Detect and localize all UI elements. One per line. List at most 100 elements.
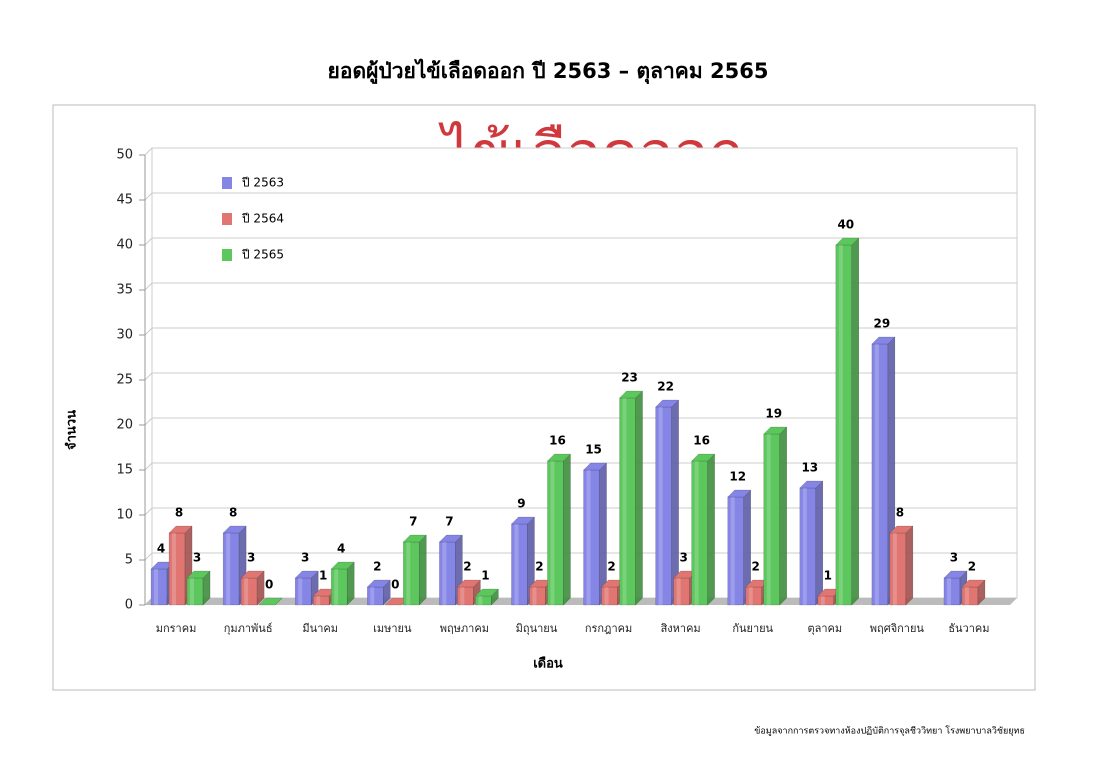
bar xyxy=(618,390,644,606)
y-tick-label: 10 xyxy=(116,508,133,523)
bar-shade xyxy=(671,400,679,605)
value-label: 2 xyxy=(968,560,976,574)
bar-shade xyxy=(743,490,751,605)
bar-top xyxy=(763,426,788,435)
bar-front xyxy=(150,568,168,606)
y-tick-label: 5 xyxy=(125,553,133,568)
bar-front xyxy=(511,523,528,606)
value-label: 4 xyxy=(157,542,165,556)
bar-front xyxy=(330,568,348,606)
bar-front xyxy=(961,586,979,606)
y-tick-label: 15 xyxy=(116,463,133,478)
bar-side xyxy=(707,453,715,606)
bar xyxy=(835,237,860,606)
bar xyxy=(366,579,391,606)
bar-front xyxy=(889,532,907,606)
bar-shade xyxy=(977,580,985,605)
x-tick-label: เมษายน xyxy=(373,622,412,635)
value-label: 13 xyxy=(801,461,818,475)
bar-highlight xyxy=(406,542,411,605)
x-tick-label: สิงหาคม xyxy=(660,622,700,635)
value-label: 23 xyxy=(621,371,638,385)
value-label: 8 xyxy=(229,506,237,520)
bar-front xyxy=(475,595,492,606)
y-tick-label: 30 xyxy=(116,328,133,343)
grid-line xyxy=(144,462,1017,471)
y-tick-label: 40 xyxy=(116,238,133,253)
bar-top xyxy=(961,579,986,588)
bar xyxy=(258,597,283,606)
bar-highlight xyxy=(244,578,249,605)
bar-top xyxy=(799,480,824,489)
bar-highlight xyxy=(532,587,537,605)
value-label: 8 xyxy=(896,506,904,520)
legend-label: ปี 2565 xyxy=(241,248,284,262)
y-axis-title: จำนวน xyxy=(64,410,80,450)
bar xyxy=(474,588,499,606)
bar-highlight xyxy=(172,533,177,605)
y-tick-label: 20 xyxy=(116,418,133,433)
x-tick-label: ตุลาคม xyxy=(807,622,842,635)
bar-shade xyxy=(527,517,535,605)
bar-highlight xyxy=(766,434,771,605)
bar-highlight xyxy=(298,578,303,605)
bar-front xyxy=(583,469,600,606)
bar-top xyxy=(438,534,463,543)
grid-line xyxy=(144,192,1017,201)
bar-highlight xyxy=(370,587,375,605)
bar-highlight xyxy=(154,569,159,605)
bar-top xyxy=(474,588,499,597)
grid-line xyxy=(144,327,1017,336)
bar-front xyxy=(294,577,312,606)
bar-highlight xyxy=(838,245,843,605)
bar-front xyxy=(655,406,672,606)
bar-front xyxy=(601,586,618,606)
bar-front xyxy=(439,541,456,606)
chart-title: ยอดผู้ป่วยไข้เลือดออก ปี 2563 – ตุลาคม 2… xyxy=(328,58,769,85)
y-tick-label: 0 xyxy=(125,598,133,613)
grid-line xyxy=(144,372,1017,381)
bar xyxy=(402,534,427,606)
chart-frame xyxy=(52,104,1036,691)
x-tick-label: กุมภาพันธ์ xyxy=(224,622,273,635)
bar-highlight xyxy=(604,587,609,605)
y-tick-label: 45 xyxy=(116,193,133,208)
bar-highlight xyxy=(226,533,231,605)
grid-line xyxy=(144,282,1017,291)
legend-label: ปี 2563 xyxy=(241,176,284,190)
bar-front xyxy=(727,496,744,606)
bar-top xyxy=(330,561,355,570)
bar-highlight xyxy=(460,587,465,605)
value-label: 0 xyxy=(265,578,273,592)
bar-front xyxy=(817,595,835,606)
bar-shade xyxy=(599,463,607,605)
bar-top xyxy=(258,597,283,606)
floor xyxy=(145,598,1017,605)
bar-front xyxy=(186,577,204,606)
bar-highlight xyxy=(946,578,951,605)
bar-front xyxy=(619,397,636,606)
bar-top xyxy=(871,336,896,345)
bar-top xyxy=(889,525,914,534)
bar-front xyxy=(312,595,330,606)
grid-line xyxy=(144,147,1017,156)
value-label: 3 xyxy=(193,551,201,565)
bar-front xyxy=(871,343,889,606)
bar xyxy=(961,579,986,606)
value-label: 15 xyxy=(585,443,602,457)
grid-line xyxy=(144,417,1017,426)
bar-highlight xyxy=(334,569,339,605)
x-tick-label: พฤศจิกายน xyxy=(870,622,925,635)
bar xyxy=(186,570,211,606)
bar-highlight xyxy=(622,398,627,605)
bar-shade xyxy=(491,589,499,605)
bar-highlight xyxy=(586,470,591,605)
value-label: 16 xyxy=(693,434,710,448)
bar-front xyxy=(547,460,564,606)
bar-top xyxy=(835,237,860,246)
value-label: 1 xyxy=(319,569,327,583)
bar-top xyxy=(546,453,572,462)
value-label: 0 xyxy=(391,578,399,592)
bar-front xyxy=(763,433,780,606)
